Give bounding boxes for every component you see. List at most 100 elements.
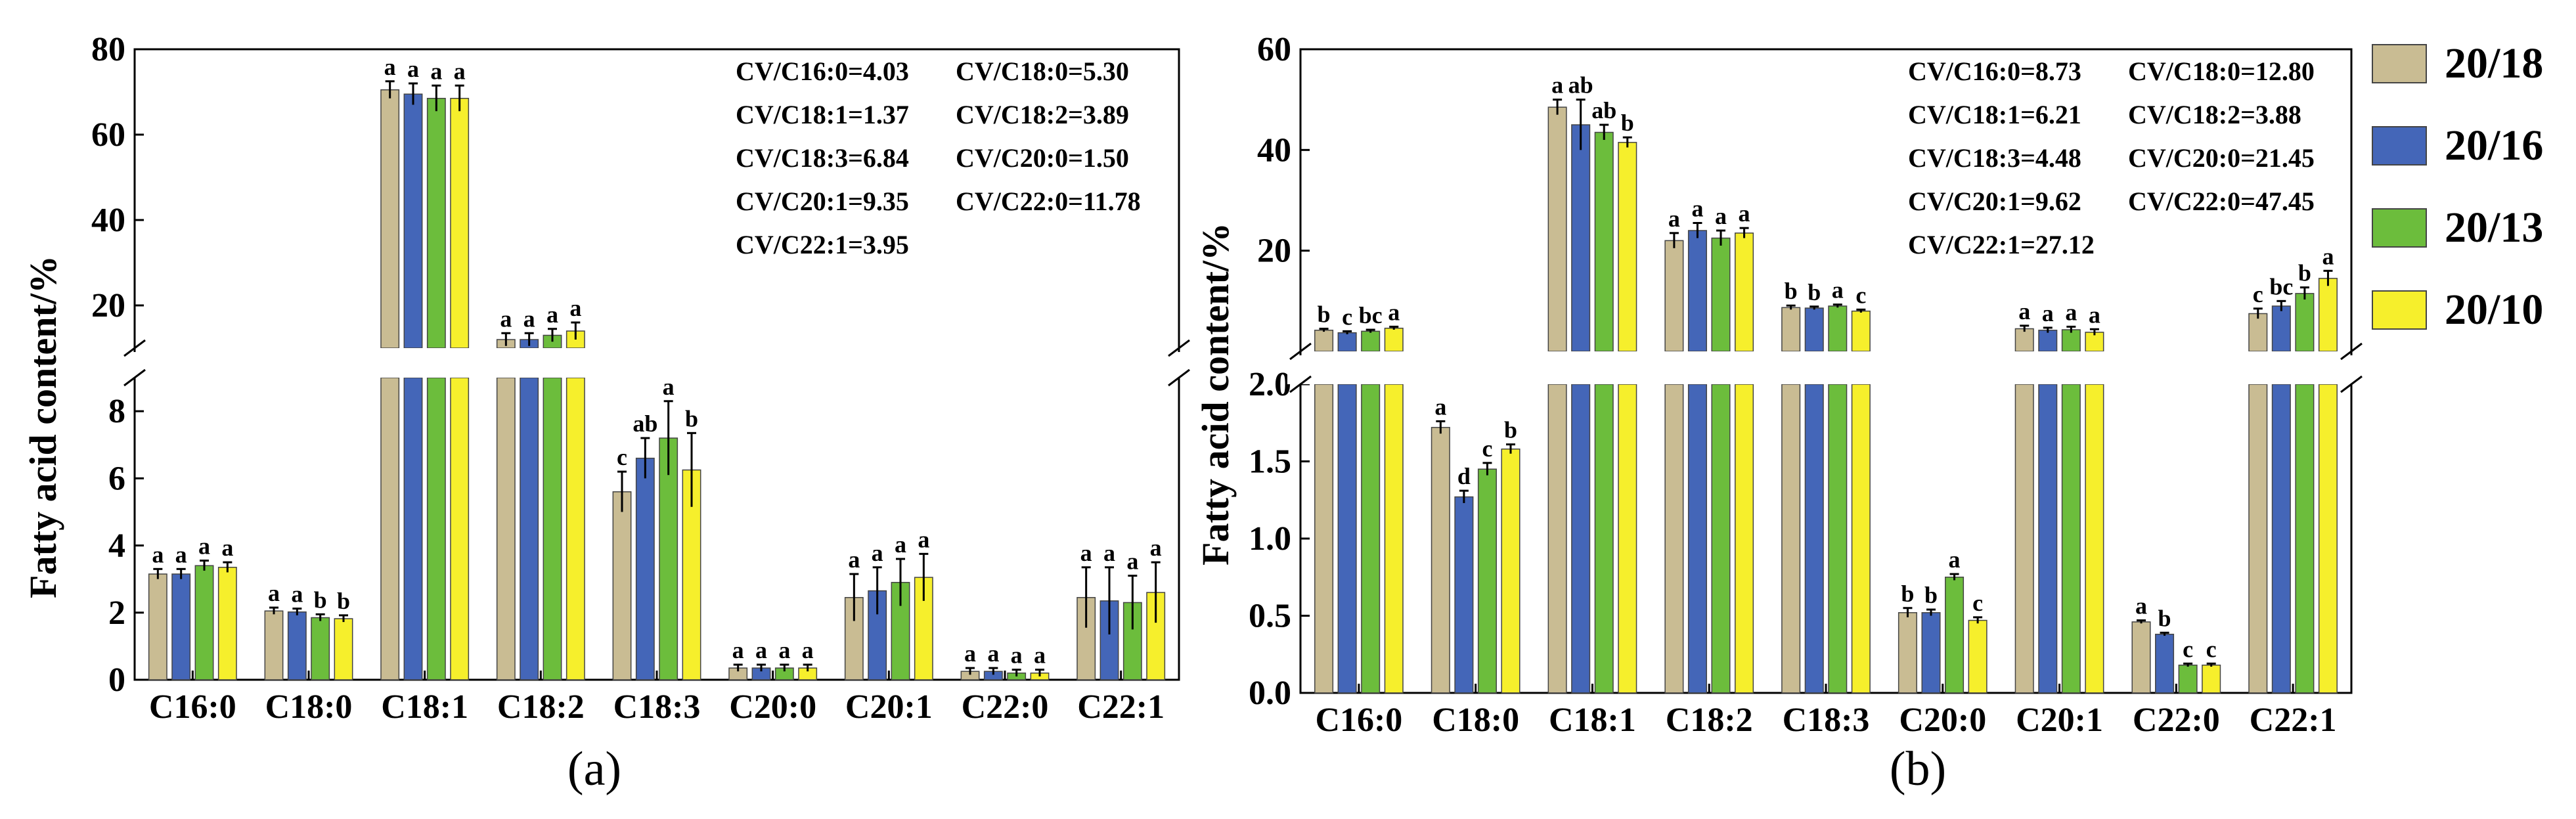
panel-b-bar bbox=[2318, 278, 2338, 352]
legend: 20/18 20/16 20/13 20/10 bbox=[2372, 39, 2543, 334]
panel-a-significance-label: a bbox=[198, 533, 210, 560]
panel-a-cv-annotation: CV/C16:0=4.03 bbox=[736, 56, 909, 86]
panel-b-bar bbox=[2061, 329, 2081, 352]
panel-b-bar-lower-segment bbox=[1828, 384, 1848, 694]
panel-a-significance-label: a bbox=[755, 637, 767, 663]
panel-b-bar-lower-segment bbox=[1804, 384, 1824, 694]
panel-a-bar-lower-segment bbox=[380, 377, 400, 680]
panel-b-bar-lower-segment bbox=[2318, 384, 2338, 694]
panel-b-axis-break-mark bbox=[1289, 375, 1312, 393]
panel-a-y-tick-label: 8 bbox=[108, 393, 125, 430]
panel-a-cv-annotation: CV/C18:0=5.30 bbox=[956, 56, 1129, 86]
panel-a-bar bbox=[635, 457, 655, 680]
panel-a-bar bbox=[217, 567, 237, 680]
panel-b-significance-label: a bbox=[1715, 203, 1727, 229]
legend-swatch bbox=[2372, 126, 2427, 166]
panel-b-axis-break-gap bbox=[1287, 351, 2365, 384]
panel-a-bar bbox=[403, 93, 423, 349]
panel-a-bar-lower-segment bbox=[566, 377, 585, 680]
panel-b-cv-annotation: CV/C22:1=27.12 bbox=[1908, 230, 2095, 259]
panel-a-cv-annotation: CV/C22:0=11.78 bbox=[956, 187, 1141, 216]
panel-b-bar-lower-segment bbox=[2248, 384, 2268, 694]
panel-b-significance-label: a bbox=[1434, 393, 1446, 420]
panel-b-significance-label: bc bbox=[2269, 273, 2293, 299]
panel-b-bar bbox=[1571, 124, 1591, 352]
panel-b-significance-label: a bbox=[1949, 546, 1961, 573]
panel-b-y-tick-label: 1.5 bbox=[1249, 443, 1291, 481]
panel-b-bar bbox=[1618, 142, 1637, 352]
panel-a-significance-label: a bbox=[152, 541, 164, 567]
panel-b-bar bbox=[1968, 619, 1988, 694]
panel-b-bar-lower-segment bbox=[1384, 384, 1404, 694]
panel-a-y-tick-label: 4 bbox=[108, 527, 125, 565]
panel-a-category-label: C22:1 bbox=[1077, 688, 1165, 726]
panel-a-axis-break-mark bbox=[123, 368, 146, 387]
panel-b-significance-label: b bbox=[1621, 110, 1634, 136]
panel-a-bar-lower-segment bbox=[403, 377, 423, 680]
panel-b-bar-lower-segment bbox=[1735, 384, 1754, 694]
legend-label: 20/13 bbox=[2445, 204, 2543, 252]
panel-a-significance-label: a bbox=[1103, 540, 1115, 566]
panel-b-significance-label: c bbox=[2253, 281, 2263, 307]
panel-a-cv-annotation: CV/C22:1=3.95 bbox=[736, 230, 909, 259]
panel-b-y-axis-label: Fatty acid content/% bbox=[1194, 223, 1237, 565]
panel-a-significance-label: b bbox=[685, 405, 698, 432]
panel-b-significance-label: a bbox=[1388, 299, 1400, 325]
panel-b-significance-label: ab bbox=[1591, 97, 1616, 123]
panel-b-category-label: C20:0 bbox=[1899, 701, 1986, 739]
panel-b-bar-lower-segment bbox=[2014, 384, 2034, 694]
panel-b-significance-label: a bbox=[1551, 72, 1563, 99]
panel-a-significance-label: ab bbox=[633, 410, 657, 437]
panel-a-significance-label: a bbox=[802, 637, 814, 663]
panel-a-cv-annotation: CV/C18:1=1.37 bbox=[736, 100, 909, 129]
panel-b-bar bbox=[1384, 327, 1404, 352]
panel-b-cv-annotation: CV/C18:0=12.80 bbox=[2128, 56, 2315, 86]
panel-b-bar-lower-segment bbox=[1547, 384, 1567, 694]
panel-b-bar bbox=[2178, 664, 2198, 694]
panel-b-bar-lower-segment bbox=[1711, 384, 1731, 694]
panel-a-y-tick-label: 0 bbox=[108, 661, 125, 699]
panel-a-bar bbox=[287, 611, 307, 680]
panel-b-category-label: C16:0 bbox=[1315, 701, 1402, 739]
panel-b-significance-label: c bbox=[1482, 435, 1492, 462]
panel-b-subfigure-label: (b) bbox=[1890, 742, 1946, 796]
panel-a-significance-label: a bbox=[778, 637, 790, 663]
panel-b-axis-break-mark bbox=[2340, 375, 2363, 393]
panel-a-bar bbox=[380, 89, 400, 349]
panel-b-bar-lower-segment bbox=[1337, 384, 1357, 694]
panel-b-y-tick-label: 0.0 bbox=[1249, 675, 1291, 712]
panel-b-y-tick-label: 1.0 bbox=[1249, 520, 1291, 558]
panel-b-cv-annotation: CV/C16:0=8.73 bbox=[1908, 56, 2081, 86]
panel-a-axis-break-mark bbox=[1168, 368, 1190, 387]
panel-a-bar bbox=[148, 573, 167, 680]
panel-b-bar-lower-segment bbox=[1851, 384, 1871, 694]
legend-label: 20/18 bbox=[2445, 39, 2543, 87]
legend-label: 20/16 bbox=[2445, 122, 2543, 169]
panel-b-category-label: C22:1 bbox=[2250, 701, 2337, 739]
panel-b-bar bbox=[2131, 621, 2151, 694]
panel-b-significance-label: c bbox=[1972, 590, 1983, 616]
panel-a-significance-label: c bbox=[617, 444, 627, 470]
panel-b-bar-lower-segment bbox=[2061, 384, 2081, 694]
panel-b-significance-label: b bbox=[1924, 582, 1938, 608]
panel-b-significance-label: a bbox=[1832, 277, 1844, 303]
panel-a-significance-label: a bbox=[175, 541, 187, 567]
panel-b-bar bbox=[1687, 230, 1707, 352]
panel-b-cv-annotation: CV/C18:1=6.21 bbox=[1908, 100, 2081, 129]
panel-b-bar bbox=[2038, 330, 2058, 352]
panel-a-significance-label: a bbox=[848, 546, 860, 573]
panel-a-significance-label: a bbox=[430, 58, 442, 84]
panel-a-significance-label: a bbox=[221, 535, 233, 561]
panel-b-bar bbox=[1898, 612, 1917, 694]
panel-a-significance-label: a bbox=[987, 640, 999, 667]
panel-b-bar bbox=[1781, 307, 1801, 352]
panel-b-significance-label: a bbox=[2135, 593, 2147, 619]
panel-a-category-label: C18:0 bbox=[265, 688, 353, 726]
panel-b-bar bbox=[1921, 612, 1941, 694]
panel-a-y-tick-label: 20 bbox=[91, 287, 125, 324]
panel-b-significance-label: b bbox=[1808, 279, 1821, 305]
panel-b-bar-lower-segment bbox=[2038, 384, 2058, 694]
panel-a-cv-annotation: CV/C18:2=3.89 bbox=[956, 100, 1129, 129]
panel-a-cv-annotation: CV/C18:3=6.84 bbox=[736, 143, 909, 173]
panel-a-chart: Fatty acid content/% (a) 0 2 4 6 8 20 40 60 80 C1… bbox=[22, 31, 1192, 796]
